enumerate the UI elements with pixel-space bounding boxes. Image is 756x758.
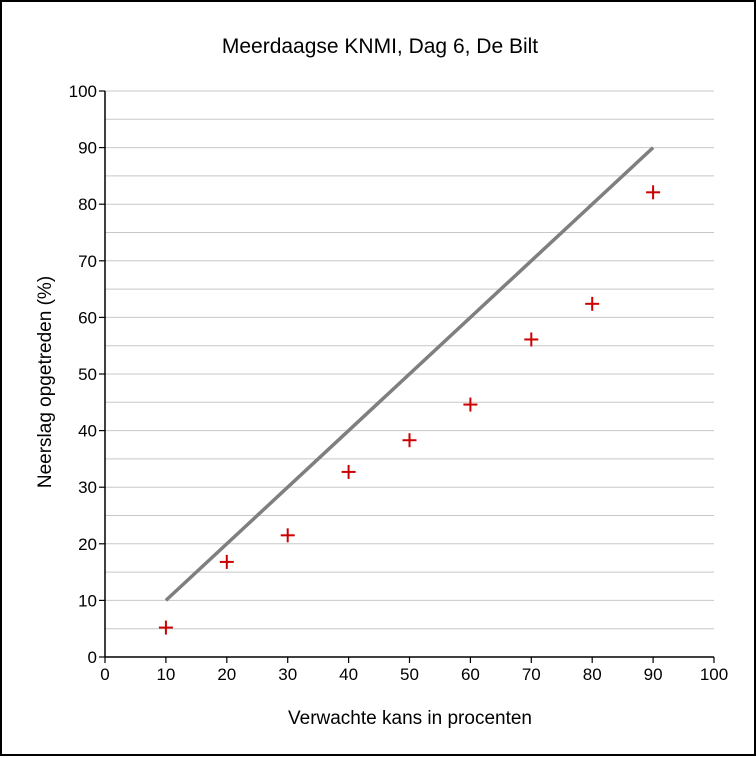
grid-lines bbox=[105, 90, 714, 658]
y-tick-label-90: 90 bbox=[78, 139, 97, 158]
x-tick-label-20: 20 bbox=[217, 665, 236, 684]
x-tick-label-50: 50 bbox=[400, 665, 419, 684]
x-tick-label-100: 100 bbox=[700, 665, 728, 684]
y-tick-label-80: 80 bbox=[78, 195, 97, 214]
data-point bbox=[280, 528, 295, 543]
chart-title: Meerdaagse KNMI, Dag 6, De Bilt bbox=[222, 35, 538, 58]
reference-line bbox=[164, 146, 655, 602]
y-tick-label-10: 10 bbox=[78, 591, 97, 610]
y-tick-label-70: 70 bbox=[78, 252, 97, 271]
x-tick-label-90: 90 bbox=[644, 665, 663, 684]
x-tick-label-0: 0 bbox=[100, 665, 109, 684]
y-tick-label-50: 50 bbox=[78, 365, 97, 384]
x-tick-label-30: 30 bbox=[278, 665, 297, 684]
y-tick-label-30: 30 bbox=[78, 478, 97, 497]
data-point bbox=[646, 185, 661, 200]
data-point bbox=[158, 620, 173, 635]
y-tick-label-20: 20 bbox=[78, 535, 97, 554]
data-point bbox=[585, 296, 600, 311]
data-point bbox=[341, 464, 356, 479]
x-tick-labels: 0 10 20 30 40 50 60 70 80 90 100 bbox=[100, 665, 728, 684]
data-point bbox=[219, 554, 234, 569]
data-points bbox=[158, 185, 661, 635]
y-tick-label-60: 60 bbox=[78, 308, 97, 327]
x-tick-label-70: 70 bbox=[522, 665, 541, 684]
y-axis-label: Neerslag opgetreden (%) bbox=[35, 276, 56, 488]
x-tick-label-80: 80 bbox=[583, 665, 602, 684]
x-tick-label-40: 40 bbox=[339, 665, 358, 684]
x-tick-label-60: 60 bbox=[461, 665, 480, 684]
x-tick-label-10: 10 bbox=[156, 665, 175, 684]
data-point bbox=[524, 332, 539, 347]
y-tick-label-100: 100 bbox=[69, 82, 97, 101]
x-axis-label: Verwachte kans in procenten bbox=[288, 708, 532, 729]
data-point bbox=[402, 433, 417, 448]
y-tick-label-40: 40 bbox=[78, 422, 97, 441]
data-point bbox=[463, 397, 478, 412]
reference-line-group bbox=[164, 146, 655, 602]
axes bbox=[99, 90, 715, 663]
y-tick-labels: 0 10 20 30 40 50 60 70 80 90 100 bbox=[69, 82, 97, 667]
y-tick-label-0: 0 bbox=[88, 648, 97, 667]
